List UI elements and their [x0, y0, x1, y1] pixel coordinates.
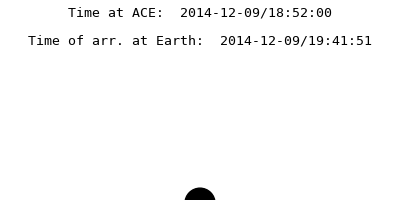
Text: Time at ACE:  2014-12-09/18:52:00: Time at ACE: 2014-12-09/18:52:00	[68, 6, 332, 19]
Circle shape	[185, 188, 215, 200]
Text: Time of arr. at Earth:  2014-12-09/19:41:51: Time of arr. at Earth: 2014-12-09/19:41:…	[28, 34, 372, 47]
